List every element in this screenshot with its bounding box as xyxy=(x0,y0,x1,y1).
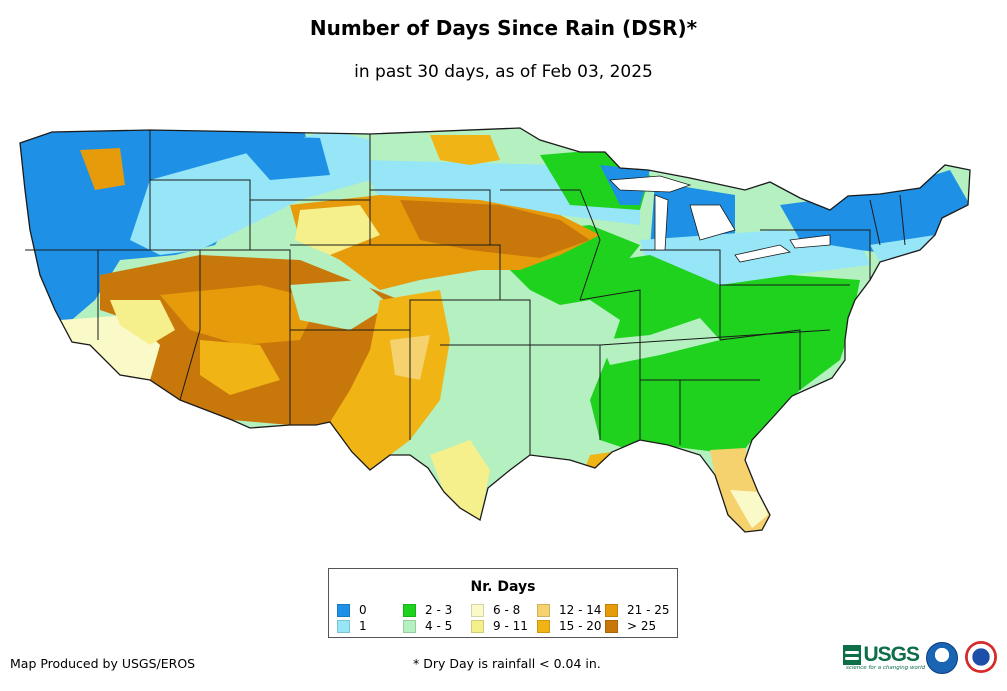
legend-item: 2 - 3 xyxy=(403,603,452,617)
legend-item: 6 - 8 xyxy=(471,603,520,617)
legend-label: 6 - 8 xyxy=(493,603,521,617)
region-north-dakota-15-20 xyxy=(430,135,500,165)
legend-item: > 25 xyxy=(605,619,656,633)
legend-swatch xyxy=(403,619,416,633)
legend-swatch xyxy=(337,603,350,617)
legend-label: 9 - 11 xyxy=(493,619,528,633)
region-south-texas-9-11 xyxy=(430,440,490,520)
legend-label: 12 - 14 xyxy=(559,603,602,617)
legend-swatch xyxy=(471,603,484,617)
footnote-text: * Dry Day is rainfall < 0.04 in. xyxy=(413,656,601,671)
usgs-tagline: science for a changing world xyxy=(846,665,926,671)
great-lakes xyxy=(609,175,831,263)
legend-swatch xyxy=(471,619,484,633)
legend-swatch xyxy=(537,619,550,633)
map-subtitle: in past 30 days, as of Feb 03, 2025 xyxy=(354,62,653,82)
noaa-logo-icon xyxy=(926,642,958,674)
region-colorado-4-5 xyxy=(290,280,390,330)
legend-swatch xyxy=(605,619,618,633)
state-boundaries xyxy=(19,127,971,533)
legend-label: 15 - 20 xyxy=(559,619,602,633)
region-northeast-0 xyxy=(780,170,970,255)
legend: Nr. Days 0 1 2 - 3 4 - 5 6 - 8 9 - 11 12 xyxy=(328,568,678,638)
legend-item: 15 - 20 xyxy=(537,619,602,633)
legend-item: 9 - 11 xyxy=(471,619,528,633)
legend-label: 0 xyxy=(359,603,367,617)
map-title: Number of Days Since Rain (DSR)* xyxy=(309,16,698,40)
region-nebraska-gt25 xyxy=(400,200,590,258)
credit-text: Map Produced by USGS/EROS xyxy=(10,656,196,671)
legend-item: 1 xyxy=(337,619,367,633)
usgs-wave-icon xyxy=(843,645,862,665)
legend-label: > 25 xyxy=(627,619,657,633)
region-southeast-2-3 xyxy=(585,255,860,455)
legend-item: 21 - 25 xyxy=(605,603,670,617)
legend-swatch xyxy=(537,603,550,617)
legend-title: Nr. Days xyxy=(470,579,536,595)
legend-item: 0 xyxy=(337,603,367,617)
usgs-wordmark: USGS xyxy=(863,643,920,666)
legend-item: 12 - 14 xyxy=(537,603,602,617)
legend-swatch xyxy=(337,619,350,633)
legend-label: 2 - 3 xyxy=(425,603,453,617)
region-nevada-9-11 xyxy=(110,300,175,345)
region-louisiana-coast-15-20 xyxy=(585,452,612,470)
region-wyoming-9-11 xyxy=(295,205,380,255)
legend-label: 1 xyxy=(359,619,367,633)
region-arizona-15-20 xyxy=(200,340,280,395)
nws-logo-icon xyxy=(965,641,997,673)
us-map xyxy=(19,127,971,533)
region-west-texas-15-20 xyxy=(330,290,450,470)
region-montana-0 xyxy=(230,135,330,180)
legend-label: 4 - 5 xyxy=(425,619,453,633)
legend-swatch xyxy=(403,603,416,617)
dsr-regions xyxy=(20,128,970,532)
usgs-logo: USGS xyxy=(843,642,920,668)
legend-label: 21 - 25 xyxy=(627,603,670,617)
legend-item: 4 - 5 xyxy=(403,619,452,633)
region-oregon-interior-21-25 xyxy=(80,148,125,190)
region-south-florida-6-8 xyxy=(730,490,768,528)
legend-swatch xyxy=(605,603,618,617)
